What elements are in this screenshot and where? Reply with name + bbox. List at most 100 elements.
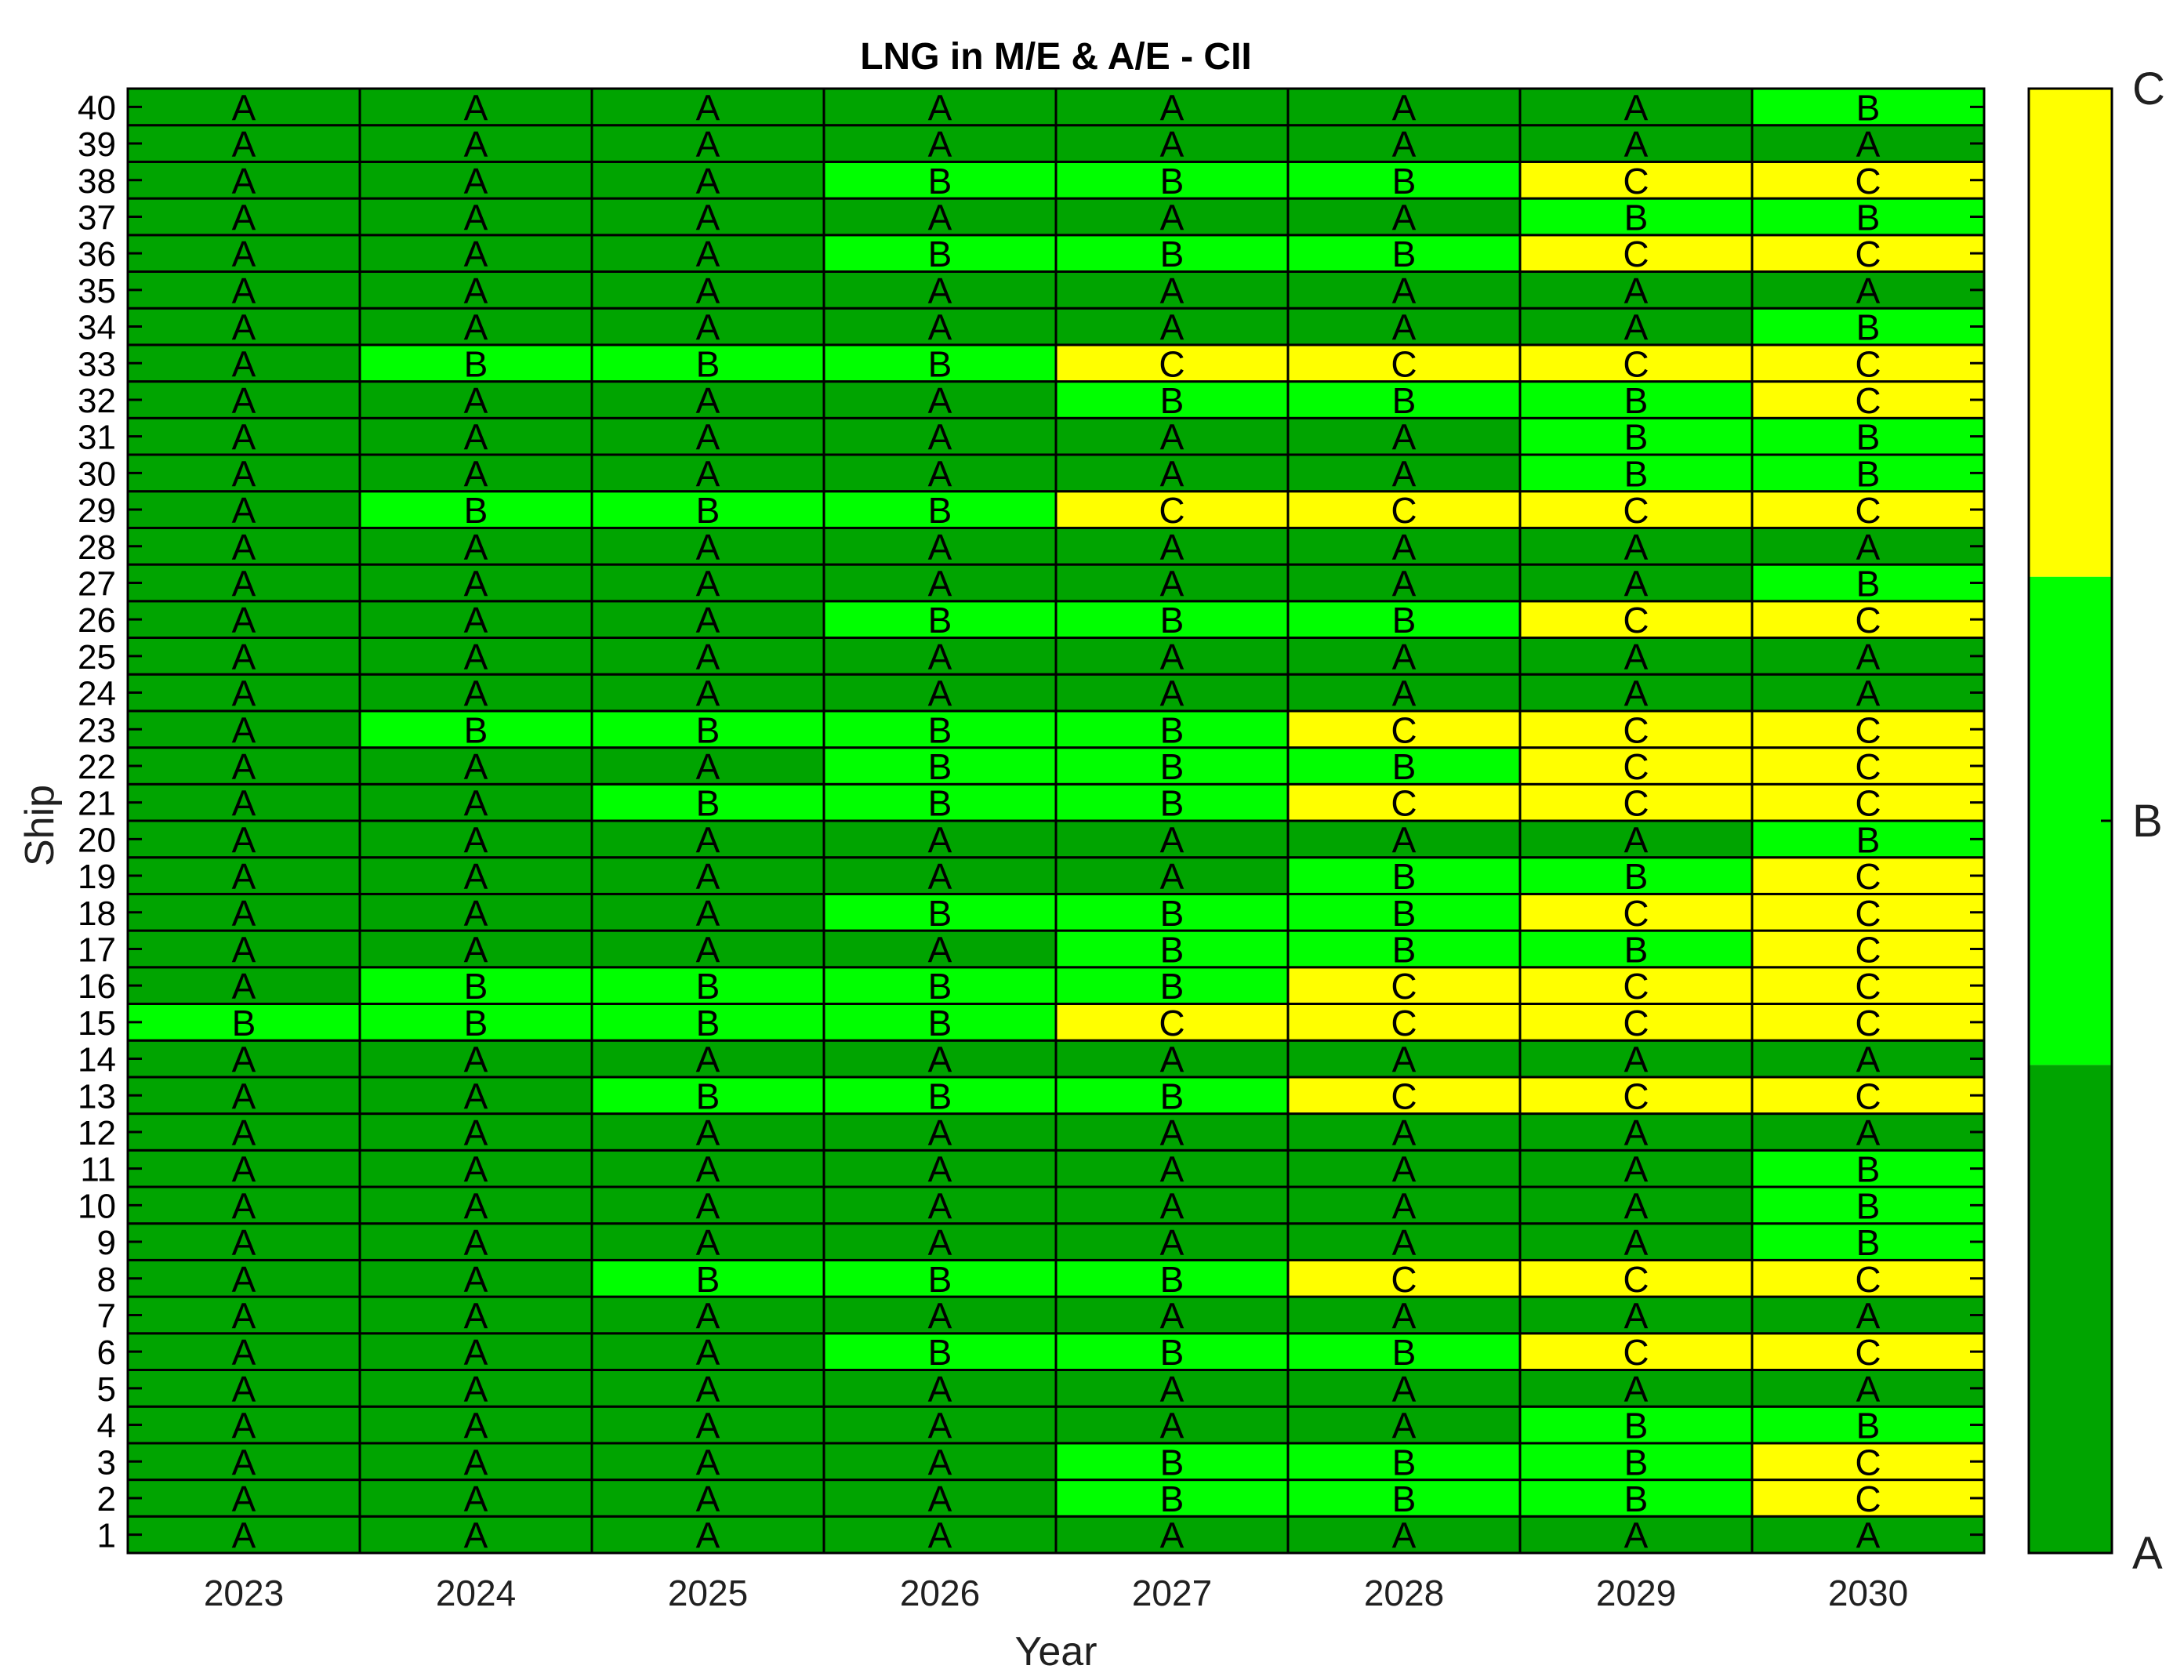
cell-rating-label: A (232, 637, 256, 677)
heat-cell (590, 1222, 825, 1261)
cell-rating-label: B (1624, 856, 1649, 897)
cell-rating-label: A (1160, 1149, 1185, 1190)
cell-rating-label: C (1391, 1003, 1417, 1043)
cell-rating-label: A (1624, 819, 1649, 860)
heat-cell (822, 160, 1058, 200)
cell-rating-label: A (928, 563, 952, 604)
heat-cell (1750, 1185, 1986, 1225)
cell-rating-label: A (1160, 270, 1185, 311)
cell-rating-label: C (1855, 234, 1881, 274)
cell-rating-label: A (928, 527, 952, 568)
cell-rating-label: A (928, 1149, 952, 1190)
cell-rating-label: A (696, 746, 720, 787)
x-tick-label: 2030 (1828, 1573, 1908, 1613)
cell-rating-label: A (1392, 417, 1417, 458)
heat-cell (1054, 1479, 1290, 1518)
cell-rating-label: A (1160, 1369, 1185, 1410)
cell-rating-label: A (928, 673, 952, 714)
heat-cell (822, 1258, 1058, 1298)
y-tick-label: 3 (97, 1443, 116, 1482)
y-tick-label: 18 (78, 894, 116, 933)
cell-rating-label: A (928, 307, 952, 348)
cell-rating-label: B (1856, 1149, 1881, 1190)
cell-rating-label: B (1856, 563, 1881, 604)
cell-rating-label: A (232, 1479, 256, 1519)
heat-cell (822, 1222, 1058, 1261)
cell-rating-label: C (1623, 783, 1649, 824)
cell-rating-label: A (1392, 307, 1417, 348)
cell-rating-label: A (696, 893, 720, 934)
heat-cell (1750, 1515, 1986, 1555)
y-tick-label: 25 (78, 638, 116, 677)
heat-cell (1750, 453, 1986, 493)
cell-rating-label: B (1160, 709, 1185, 750)
cell-rating-label: A (696, 417, 720, 458)
cell-rating-label: A (928, 1442, 952, 1482)
heat-cell (358, 197, 593, 237)
cell-rating-label: A (1856, 1369, 1881, 1410)
cell-rating-label: A (928, 1406, 952, 1446)
cell-rating-label: A (232, 673, 256, 714)
heat-cell (590, 270, 825, 310)
cell-rating-label: B (1160, 600, 1185, 640)
heat-cell (1286, 819, 1522, 859)
y-tick-label: 35 (78, 272, 116, 310)
cell-rating-label: A (232, 1442, 256, 1482)
cell-rating-label: A (232, 161, 256, 201)
cell-rating-label: A (928, 1369, 952, 1410)
heat-cell (358, 637, 593, 676)
heat-cell (1054, 490, 1290, 529)
cell-rating-label: C (1855, 966, 1881, 1007)
cell-rating-label: C (1623, 893, 1649, 934)
heat-cell (358, 343, 593, 383)
cell-rating-label: A (1160, 1040, 1185, 1080)
cell-rating-label: A (464, 1040, 488, 1080)
cell-rating-label: A (1624, 1222, 1649, 1263)
heat-cell (358, 453, 593, 493)
cell-rating-label: B (1160, 746, 1185, 787)
cell-rating-label: B (1624, 1406, 1649, 1446)
cell-rating-label: A (696, 819, 720, 860)
heat-cell (822, 856, 1058, 895)
cell-rating-label: A (696, 124, 720, 165)
cell-rating-label: A (928, 1040, 952, 1080)
cell-rating-label: A (696, 1222, 720, 1263)
heat-cell (1054, 380, 1290, 419)
cell-rating-label: B (1160, 380, 1185, 421)
heat-cell (358, 234, 593, 273)
heat-cell (1286, 1258, 1522, 1298)
x-tick-label: 2023 (204, 1573, 284, 1613)
cell-rating-label: A (696, 87, 720, 128)
cell-rating-label: B (1392, 929, 1417, 970)
chart-title: LNG in M/E & A/E - CII (860, 36, 1252, 78)
heat-cell (1054, 1295, 1290, 1335)
cell-rating-label: A (232, 1149, 256, 1190)
cell-rating-label: A (1160, 417, 1185, 458)
heat-cell (1286, 673, 1522, 713)
cell-rating-label: A (1392, 1185, 1417, 1226)
cell-rating-label: A (1392, 637, 1417, 677)
heat-cell (1750, 1332, 1986, 1372)
cell-rating-label: B (1160, 1332, 1185, 1373)
cell-rating-label: A (696, 1406, 720, 1446)
cell-rating-label: A (232, 1406, 256, 1446)
cell-rating-label: B (928, 1076, 952, 1116)
cell-rating-label: B (1856, 197, 1881, 238)
heat-cell (1054, 453, 1290, 493)
cell-rating-label: C (1159, 490, 1185, 531)
colorbar: A B C (2027, 63, 2165, 1579)
cell-rating-label: A (1392, 1222, 1417, 1263)
cell-rating-label: C (1855, 1442, 1881, 1482)
cell-rating-label: A (1392, 270, 1417, 311)
cell-rating-label: C (1855, 893, 1881, 934)
cell-rating-label: C (1623, 1076, 1649, 1116)
cell-rating-label: A (1160, 87, 1185, 128)
cell-rating-label: B (1160, 1479, 1185, 1519)
heat-cell (590, 453, 825, 493)
heat-cell (1518, 1258, 1754, 1298)
cell-rating-label: A (464, 856, 488, 897)
heat-cell (1286, 600, 1522, 639)
heat-cell (590, 1258, 825, 1298)
cell-rating-label: B (928, 783, 952, 824)
heat-cell (1750, 892, 1986, 932)
